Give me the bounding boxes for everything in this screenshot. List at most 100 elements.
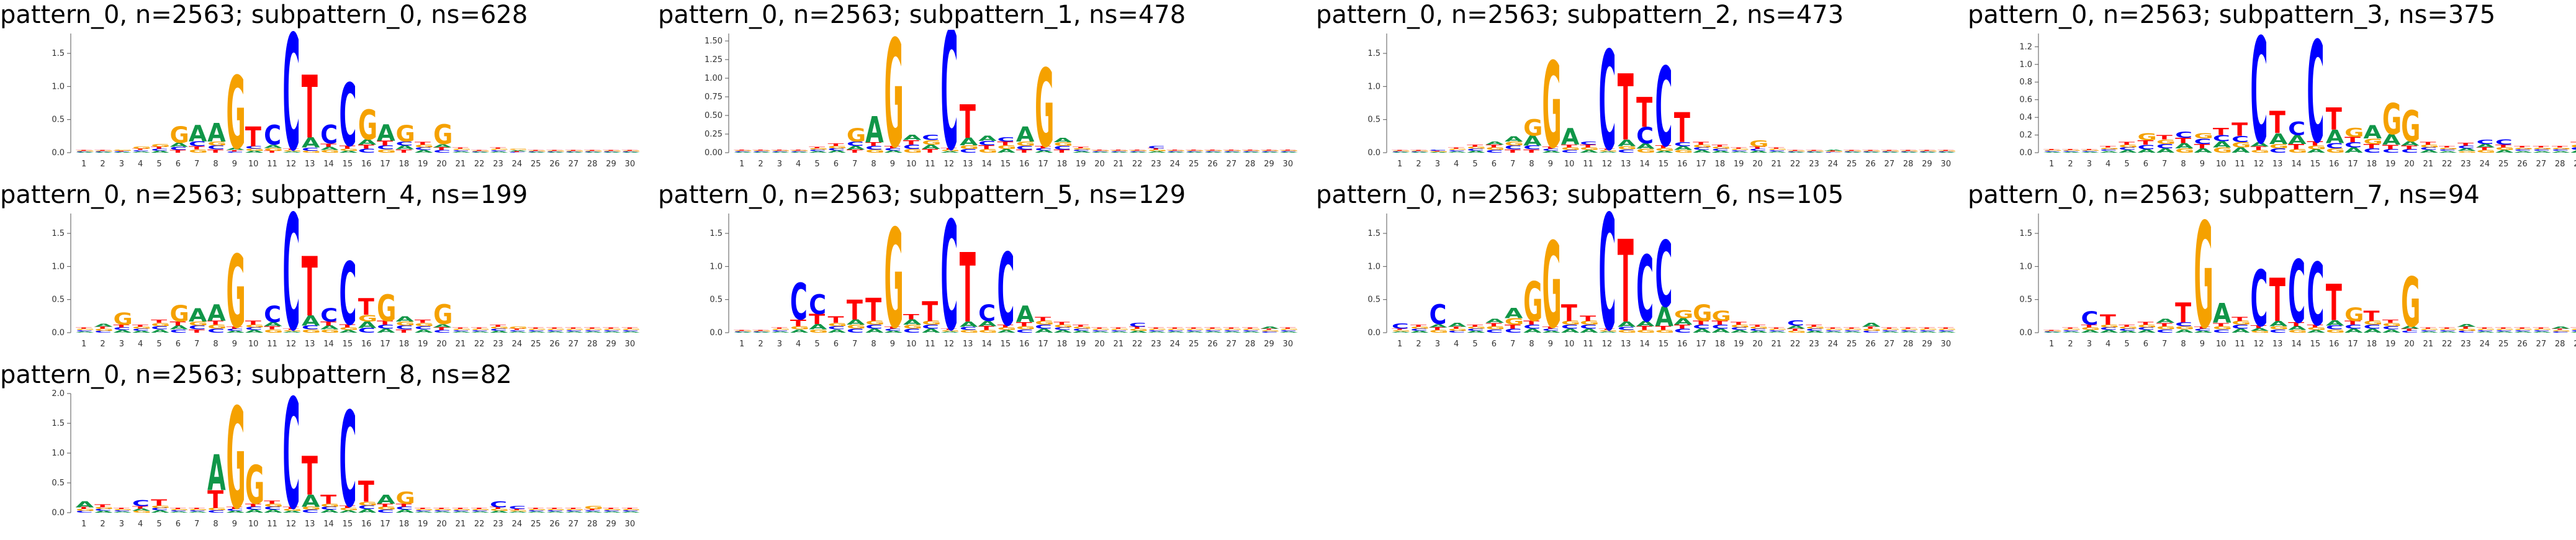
logo-letter-A: A: [884, 150, 902, 154]
x-tick-label: 24: [512, 340, 523, 349]
logo-letter-A: A: [1787, 325, 1806, 330]
logo-letter-G: G: [169, 509, 189, 511]
logo-letter-C: C: [377, 323, 394, 330]
logo-letter-C: C: [282, 30, 300, 180]
logo-letter-G: G: [1223, 328, 1242, 330]
logo-letter-C: C: [76, 151, 93, 153]
logo-letter-G: G: [2100, 147, 2119, 150]
logo-letter-C: C: [151, 325, 168, 330]
logo-letter-A: A: [1261, 326, 1279, 330]
logo-letter-T: T: [2457, 326, 2474, 330]
x-tick-label: 15: [1659, 160, 1669, 169]
x-tick-label: 8: [213, 340, 218, 349]
logo-letter-C: C: [1523, 144, 1541, 150]
logo-letter-G: G: [151, 505, 170, 509]
logo-letter-A: A: [1674, 145, 1693, 151]
logo-letter-C: C: [471, 510, 489, 512]
logo-letter-C: C: [1561, 150, 1578, 154]
logo-letter-T: T: [1073, 146, 1089, 149]
logo-letter-G: G: [245, 148, 264, 151]
logo-letter-C: C: [1505, 144, 1522, 150]
logo-letter-A: A: [2420, 150, 2438, 154]
y-axis: 0.00 0.25 0.50 0.75 1.00 1.25 1.50: [705, 34, 729, 158]
logo-letter-C: C: [1561, 323, 1578, 330]
x-tick-label: 27: [1885, 340, 1895, 349]
logo-letter-C: C: [113, 510, 130, 512]
logo-letter-T: T: [132, 506, 149, 510]
logo-letter-G: G: [2213, 146, 2232, 155]
logo-letter-G: G: [2457, 151, 2477, 153]
logo-letter-T: T: [2570, 142, 2576, 146]
logo-letter-G: G: [1542, 38, 1561, 175]
y-tick-label: 0.0: [2019, 328, 2032, 338]
logo-letter-T: T: [1505, 149, 1521, 154]
x-tick-label: 26: [1865, 340, 1876, 349]
logo-letter-T: T: [1485, 144, 1502, 148]
logo-letter-T: T: [1749, 146, 1766, 150]
x-tick-label: 11: [925, 160, 935, 169]
logo-letter-C: C: [847, 140, 864, 148]
logo-letter-T: T: [940, 328, 957, 330]
x-tick-label: 27: [569, 520, 579, 529]
logo-letter-C: C: [1166, 151, 1184, 152]
logo-letter-G: G: [621, 509, 641, 511]
logo-letter-G: G: [1561, 320, 1580, 326]
logo-letter-T: T: [2062, 327, 2079, 329]
logo-letter-C: C: [940, 210, 958, 360]
logo-letter-C: C: [827, 148, 845, 151]
x-tick-label: 18: [1057, 340, 1068, 349]
logo-letter-A: A: [1731, 151, 1749, 153]
x-tick-label: 29: [2574, 160, 2576, 169]
logo-letter-T: T: [2213, 126, 2229, 137]
logo-letter-T: T: [1787, 328, 1804, 331]
logo-letter-G: G: [264, 503, 283, 508]
logo-letter-A: A: [471, 511, 490, 513]
logo-letter-G: G: [2269, 325, 2289, 330]
logo-letter-C: C: [884, 148, 901, 151]
logo-letter-T: T: [433, 327, 450, 331]
logo-letter-A: A: [1806, 330, 1824, 333]
logo-letter-C: C: [490, 150, 507, 151]
logo-letter-C: C: [2439, 330, 2456, 331]
logo-letter-T: T: [960, 95, 976, 149]
logo-letter-T: T: [2100, 145, 2117, 148]
logo-letter-A: A: [1580, 328, 1598, 334]
x-tick-label: 14: [2291, 160, 2302, 169]
x-tick-label: 18: [399, 340, 410, 349]
logo-letter-A: A: [1448, 151, 1467, 153]
logo-letter-A: A: [1467, 330, 1485, 333]
logo-letter-C: C: [2269, 147, 2287, 155]
logo-letter-A: A: [415, 150, 433, 154]
logo-letter-A: A: [603, 152, 621, 153]
logo-letter-A: A: [960, 320, 978, 329]
logo-letter-A: A: [2570, 331, 2576, 333]
logo-letter-T: T: [358, 143, 374, 150]
logo-letter-T: T: [132, 148, 149, 150]
logo-letter-G: G: [339, 148, 358, 151]
x-tick-label: 7: [852, 340, 857, 349]
y-axis: 0.0 0.5 1.0 1.5 2.0: [52, 390, 71, 518]
logo-letter-T: T: [1073, 325, 1089, 328]
logo-letter-A: A: [302, 313, 320, 329]
logo-letter-G: G: [1035, 320, 1054, 326]
logo-letter-A: A: [1091, 331, 1110, 333]
logo-letter-G: G: [1787, 330, 1806, 333]
x-tick-label: 7: [194, 340, 199, 349]
logo-letter-C: C: [207, 328, 225, 334]
logo-letter-G: G: [2269, 143, 2289, 150]
x-tick-label: 28: [2555, 160, 2565, 169]
logo-letter-C: C: [1485, 329, 1503, 334]
logo-letter-C: C: [1862, 330, 1880, 333]
logo-letter-A: A: [2382, 329, 2402, 334]
logo-letter-G: G: [1073, 326, 1092, 330]
logo-letter-T: T: [1824, 151, 1841, 152]
logo-letter-C: C: [2081, 308, 2098, 330]
y-tick-label: 0.5: [52, 295, 65, 305]
logo-letter-A: A: [1223, 152, 1241, 153]
x-tick-label: 20: [1752, 340, 1763, 349]
x-tick-label: 10: [906, 160, 917, 169]
logo-letter-C: C: [2363, 323, 2380, 330]
logo-letter-G: G: [2514, 328, 2533, 330]
logo-letter-C: C: [433, 510, 451, 512]
logo-panel-1: pattern_0, n=2563; subpattern_1, ns=478 …: [658, 0, 1310, 180]
